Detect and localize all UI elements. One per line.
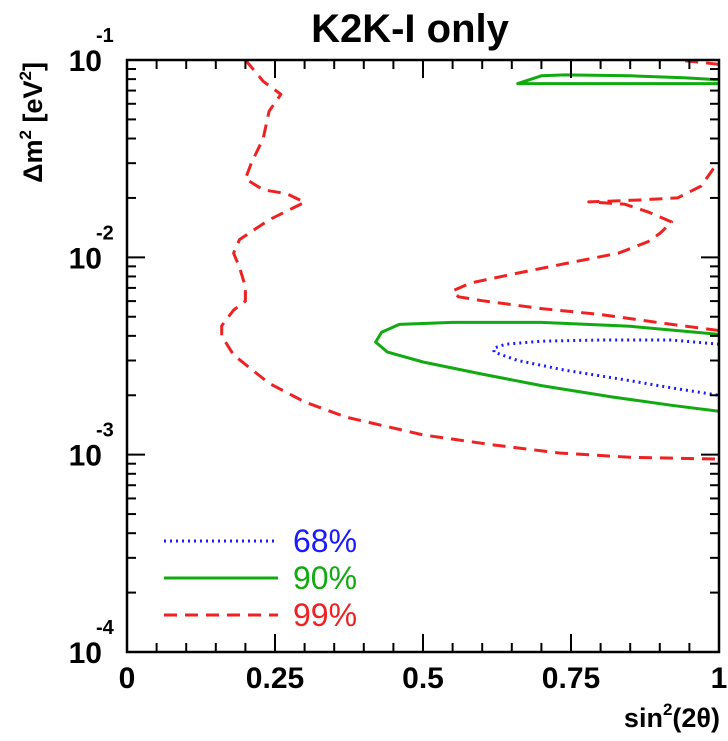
x-axis: 0 0.25 0.5 0.75 1 — [119, 60, 728, 695]
x-axis-label-sup: 2 — [663, 700, 672, 719]
x-tick-label: 0.75 — [542, 662, 600, 695]
y-tick-exponent: -2 — [96, 222, 114, 244]
y-axis-label: Δm2 [eV2] — [16, 62, 48, 183]
contour-99-segment-2 — [451, 162, 719, 332]
y-tick-label: 10 — [69, 45, 102, 78]
contour-99-segment-1 — [220, 60, 719, 461]
y-axis-label-a: Δm — [18, 139, 48, 182]
legend-label-99: 99% — [293, 597, 357, 633]
y-tick-label: 10 — [69, 637, 102, 670]
contour-90-segment-2 — [516, 73, 719, 86]
y-tick-label: 10 — [69, 242, 102, 275]
legend-label-90: 90% — [293, 560, 357, 596]
y-axis: 10-110-210-310-4 — [69, 25, 719, 670]
y-axis-label-c: ] — [18, 62, 48, 71]
x-tick-label: 1 — [711, 662, 728, 695]
contour-68-segment-1 — [492, 338, 719, 397]
y-axis-label-b-sup: 2 — [16, 71, 35, 80]
contour-90-segment-1 — [374, 320, 719, 413]
y-tick-exponent: -4 — [96, 617, 115, 639]
y-tick-exponent: -3 — [96, 420, 114, 442]
y-axis-label-b: [eV — [18, 80, 48, 130]
contour-99-segment-3 — [677, 60, 719, 66]
x-axis-label: sin2(2θ) — [624, 700, 720, 733]
y-axis-label-a-sup: 2 — [16, 130, 35, 139]
legend-label-68: 68% — [293, 523, 357, 559]
plot-frame — [125, 58, 721, 654]
y-tick-label: 10 — [69, 440, 102, 473]
x-axis-label-rest: (2θ) — [672, 703, 720, 733]
x-axis-label-base: sin — [624, 703, 663, 733]
series-layer — [220, 60, 719, 461]
chart-title: K2K-I only — [311, 7, 510, 51]
x-tick-label: 0.5 — [402, 662, 444, 695]
legend: 68%90%99% — [164, 523, 357, 633]
y-tick-exponent: -1 — [96, 25, 114, 47]
x-tick-label: 0.25 — [246, 662, 304, 695]
x-tick-label: 0 — [119, 662, 136, 695]
